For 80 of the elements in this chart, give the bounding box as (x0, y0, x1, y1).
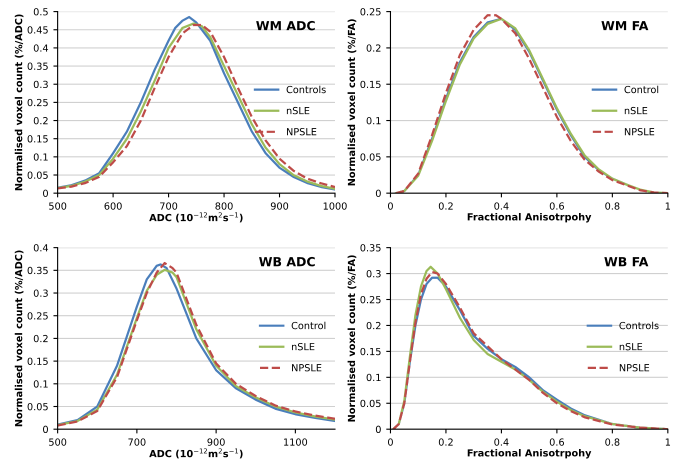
legend-label: nSLE (620, 342, 642, 350)
y-tick-label: 0.45 (28, 26, 48, 34)
text: WM ADC (256, 20, 315, 30)
y-tick-label: 0.05 (360, 153, 381, 161)
x-tick-label: 700 (128, 438, 146, 446)
x-tick-label: 0.4 (494, 202, 509, 210)
legend-label: nSLE (624, 106, 648, 114)
y-tick-label: 0.3 (34, 80, 48, 88)
text: WB FA (604, 257, 648, 266)
y-tick-label: 0.35 (28, 266, 48, 274)
y-tick-label: 0.1 (34, 380, 48, 388)
x-tick-label: 0 (388, 438, 393, 446)
y-tick-label: 0.25 (28, 98, 48, 106)
y-tick-label: 0.25 (360, 296, 381, 304)
x-axis-title: ADC (10$^{−12}$m$^{2}$s$^{−1}$) (149, 212, 243, 222)
x-tick-label: 1 (666, 202, 670, 210)
text: WM FA (601, 21, 648, 30)
y-tick-label: 0.3 (34, 290, 48, 297)
x-tick-label: 1 (666, 438, 670, 446)
x-tick-label: 0.4 (494, 438, 509, 446)
x-tick-label: 0.2 (438, 438, 453, 446)
y-tick-label: 0.15 (28, 358, 48, 365)
x-tick-label: 0.2 (438, 202, 453, 210)
y-tick-label: 0.35 (28, 62, 48, 70)
y-tick-label: 0.4 (34, 44, 48, 52)
text: WB ADC (259, 256, 315, 266)
x-tick-label: 0.8 (605, 438, 620, 446)
y-tick-label: 0.05 (28, 171, 48, 179)
y-tick-label: 0.35 (360, 244, 381, 252)
y-tick-label: 0 (376, 190, 381, 197)
x-tick-label: 0.6 (550, 438, 564, 446)
legend-label: NPSLE (292, 364, 322, 372)
legend-label: Control (292, 322, 326, 330)
legend-label: Control (624, 86, 658, 94)
legend-label: NPSLE (286, 128, 316, 136)
x-axis-title: Fractional Anisotrpohy (468, 212, 592, 222)
legend-label: NPSLE (620, 364, 650, 372)
y-tick-label: 0.25 (28, 312, 48, 320)
y-tick-label: 0.4 (34, 244, 48, 252)
legend-label: nSLE (286, 106, 310, 114)
y-tick-label: 0 (43, 190, 48, 197)
x-tick-label: 600 (104, 202, 122, 210)
legend-label: Controls (619, 322, 659, 330)
y-tick-label: 0.25 (360, 8, 381, 16)
legend-label: Controls (286, 86, 326, 94)
x-axis-title: ADC (10$^{−12}$m$^{2}$s$^{−1}$) (149, 448, 243, 458)
legend-label: nSLE (292, 342, 314, 350)
x-tick-label: 500 (49, 438, 66, 446)
y-tick-label: 0.05 (28, 402, 48, 410)
y-tick-label: 0.15 (360, 348, 381, 356)
y-tick-label: 0 (376, 426, 381, 434)
x-tick-label: 0.8 (605, 202, 620, 210)
x-tick-label: 500 (49, 202, 66, 210)
y-tick-label: 0.5 (34, 8, 48, 16)
x-tick-label: 1000 (324, 202, 347, 210)
y-axis-title: Normalised voxel count (%/ADC) (14, 250, 24, 426)
y-tick-label: 0.1 (34, 153, 48, 161)
y-tick-label: 0.15 (360, 80, 381, 88)
y-tick-label: 0.2 (34, 334, 48, 342)
x-tick-label: 1100 (284, 438, 308, 446)
x-tick-label: 0.6 (550, 202, 564, 210)
y-tick-label: 0 (43, 426, 48, 434)
y-tick-label: 0.2 (366, 44, 380, 52)
y-tick-label: 0.2 (366, 322, 380, 330)
x-tick-label: 0 (388, 202, 393, 210)
y-axis-title: Normalised voxel count (%/FA) (348, 19, 356, 186)
y-tick-label: 0.15 (28, 135, 48, 143)
x-tick-label: 900 (207, 438, 225, 446)
y-tick-label: 0.2 (34, 117, 48, 124)
y-tick-label: 0.1 (366, 374, 381, 382)
y-tick-label: 0.1 (366, 117, 381, 124)
y-axis-title: Normalised voxel count (%/ADC) (14, 14, 24, 190)
y-tick-label: 0.05 (360, 400, 381, 408)
x-axis-title: Fractional Anisotrpohy (468, 449, 592, 459)
y-tick-label: 0.3 (366, 270, 381, 278)
x-tick-label: 700 (160, 202, 178, 210)
legend-label: NPSLE (624, 128, 654, 136)
x-tick-label: 900 (270, 202, 288, 210)
x-tick-label: 800 (215, 202, 233, 210)
y-axis-title: Normalised voxel count (%/FA) (348, 255, 356, 422)
